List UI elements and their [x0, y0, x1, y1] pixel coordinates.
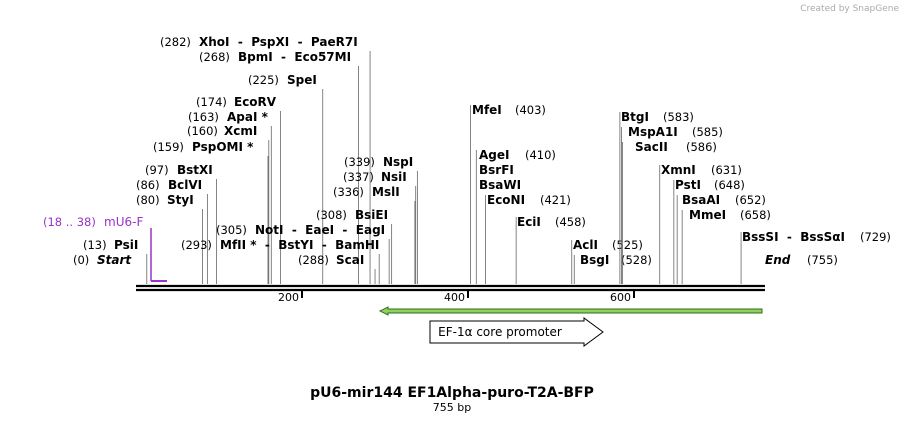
- site-name: NotI - EaeI - EagI: [255, 223, 385, 237]
- site-name: XmnI: [661, 163, 696, 177]
- site-name: AgeI: [479, 148, 509, 162]
- site-position: (339): [344, 155, 375, 169]
- site-name: MfeI: [472, 103, 502, 117]
- site-name: BpmI - Eco57MI: [238, 50, 351, 64]
- site-name: BsiEI: [355, 208, 388, 222]
- site-name: NsiI: [381, 170, 407, 184]
- site-position: (755): [807, 253, 838, 267]
- site-name: SacII: [635, 140, 668, 154]
- site-name: BsrFI: [479, 163, 514, 177]
- site-position: (174): [196, 95, 227, 109]
- site-name: MspA1I: [628, 125, 678, 139]
- site-name: NspI: [383, 155, 413, 169]
- site-name: PsiI: [114, 238, 138, 252]
- site-position: (282): [160, 35, 191, 49]
- site-position: (225): [248, 73, 279, 87]
- site-name: BsgI: [580, 253, 609, 267]
- feature-name: EF-1α core promoter: [438, 325, 562, 339]
- feature-arrow: [378, 306, 763, 316]
- site-position: (159): [153, 140, 184, 154]
- site-position: (0): [73, 253, 89, 267]
- site-name: StyI: [167, 193, 194, 207]
- site-position: (583): [663, 110, 694, 124]
- tick-label: 200: [278, 291, 299, 304]
- site-name: EcoNI: [487, 193, 525, 207]
- site-name: Start: [97, 253, 132, 267]
- site-name: MfII * - BstYI - BamHI: [220, 238, 379, 252]
- site-position: (648): [714, 178, 745, 192]
- title: pU6-mir144 EF1Alpha-puro-T2A-BFP: [310, 385, 594, 401]
- site-position: (293): [181, 238, 212, 252]
- site-name: XhoI - PspXI - PaeR7I: [199, 35, 358, 49]
- site-position: (86): [136, 178, 160, 192]
- primer-range: (18 .. 38): [43, 215, 96, 229]
- site-position: (336): [333, 185, 364, 199]
- site-position: (729): [860, 230, 891, 244]
- tick-label: 600: [610, 291, 631, 304]
- site-name: BssSI - BssSαI: [742, 230, 845, 244]
- site-name: PspOMI *: [192, 140, 254, 154]
- site-name: AclI: [573, 238, 598, 252]
- site-position: (13): [83, 238, 107, 252]
- site-position: (410): [525, 148, 556, 162]
- site-name: EcoRV: [234, 95, 277, 109]
- site-position: (305): [216, 223, 247, 237]
- site-position: (525): [612, 238, 643, 252]
- site-name: BsaAI: [682, 193, 720, 207]
- site-name: XcmI: [224, 124, 257, 138]
- primer-name: mU6-F: [104, 215, 143, 229]
- site-name: SpeI: [287, 73, 317, 87]
- site-position: (528): [621, 253, 652, 267]
- site-position: (97): [145, 163, 169, 177]
- site-position: (458): [555, 215, 586, 229]
- site-position: (585): [692, 125, 723, 139]
- site-name: ScaI: [336, 253, 364, 267]
- site-position: (586): [686, 140, 717, 154]
- site-position: (652): [735, 193, 766, 207]
- site-position: (80): [136, 193, 160, 207]
- site-name: BsaWI: [479, 178, 521, 192]
- site-name: MmeI: [689, 208, 726, 222]
- site-position: (288): [298, 253, 329, 267]
- site-position: (308): [316, 208, 347, 222]
- tick-label: 400: [444, 291, 465, 304]
- site-position: (631): [711, 163, 742, 177]
- site-name: BstXI: [177, 163, 213, 177]
- site-name: PstI: [675, 178, 701, 192]
- site-position: (658): [740, 208, 771, 222]
- site-position: (337): [343, 170, 374, 184]
- length: 755 bp: [433, 401, 471, 414]
- site-position: (160): [187, 124, 218, 138]
- site-position: (268): [199, 50, 230, 64]
- site-name: ApaI *: [227, 110, 269, 124]
- credit: Created by SnapGene: [800, 4, 899, 14]
- site-position: (163): [188, 110, 219, 124]
- site-name: BtgI: [621, 110, 649, 124]
- site-name: BclVI: [168, 178, 202, 192]
- site-position: (403): [515, 103, 546, 117]
- site-position: (421): [540, 193, 571, 207]
- site-name: End: [765, 253, 791, 267]
- site-name: EciI: [517, 215, 541, 229]
- feature-label-box: [429, 317, 604, 347]
- site-name: MslI: [372, 185, 400, 199]
